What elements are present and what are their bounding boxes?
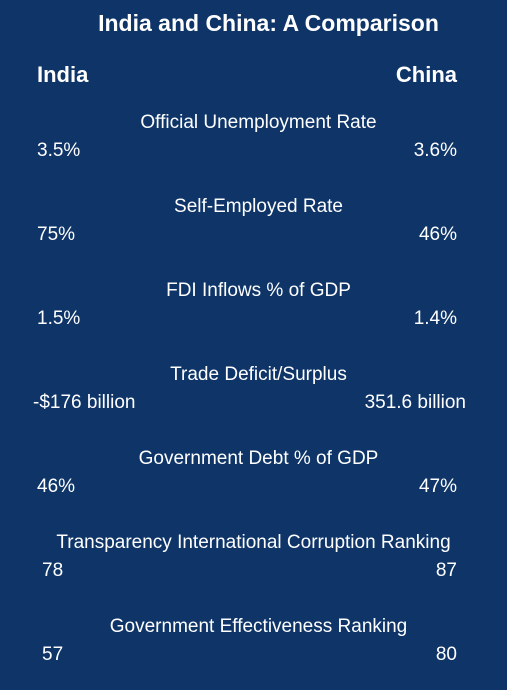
india-value: 57 bbox=[42, 644, 64, 665]
metric-self-employed: Self-Employed Rate 75% 46% bbox=[0, 196, 507, 256]
metric-trade: Trade Deficit/Surplus -$176 billion 351.… bbox=[0, 364, 507, 424]
china-value: 351.6 billion bbox=[364, 392, 466, 413]
china-value: 1.4% bbox=[413, 308, 457, 329]
india-value: 46% bbox=[37, 476, 76, 497]
india-value: 3.5% bbox=[37, 140, 81, 161]
metric-label: Self-Employed Rate bbox=[174, 196, 343, 217]
metric-fdi: FDI Inflows % of GDP 1.5% 1.4% bbox=[0, 280, 507, 340]
china-value: 46% bbox=[418, 224, 457, 245]
china-value: 87 bbox=[435, 560, 457, 581]
india-value: 75% bbox=[37, 224, 76, 245]
india-value: 1.5% bbox=[37, 308, 81, 329]
india-value: 78 bbox=[42, 560, 64, 581]
metric-unemployment: Official Unemployment Rate 3.5% 3.6% bbox=[0, 112, 507, 172]
metric-label: Trade Deficit/Surplus bbox=[170, 364, 347, 385]
page-title: India and China: A Comparison bbox=[98, 10, 439, 36]
china-value: 3.6% bbox=[413, 140, 457, 161]
metric-debt: Government Debt % of GDP 46% 47% bbox=[0, 448, 507, 508]
metric-label: Official Unemployment Rate bbox=[140, 112, 377, 133]
china-value: 80 bbox=[435, 644, 457, 665]
metric-label: Government Debt % of GDP bbox=[138, 448, 379, 469]
metric-effectiveness: Government Effectiveness Ranking 57 80 bbox=[0, 616, 507, 676]
china-value: 47% bbox=[418, 476, 457, 497]
china-header: China bbox=[395, 62, 457, 87]
metric-label: FDI Inflows % of GDP bbox=[166, 280, 351, 301]
metric-corruption: Transparency International Corruption Ra… bbox=[0, 532, 507, 592]
india-header: India bbox=[37, 62, 89, 87]
india-value: -$176 billion bbox=[33, 392, 136, 413]
metric-label: Government Effectiveness Ranking bbox=[109, 616, 408, 637]
metric-label: Transparency International Corruption Ra… bbox=[56, 532, 451, 553]
